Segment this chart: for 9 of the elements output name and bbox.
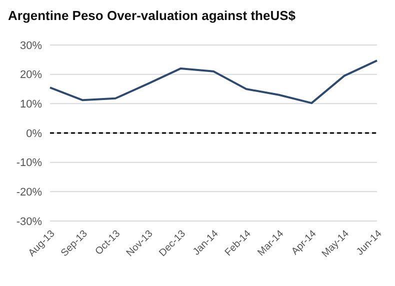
y-tick-label: 20% [20, 69, 42, 82]
line-series [49, 60, 378, 104]
y-tick-label: 30% [20, 40, 42, 52]
y-tick-label: -20% [16, 186, 42, 199]
chart-title: Argentine Peso Over-valuation against theUS$ [8, 8, 297, 23]
y-tick-label: 0% [26, 128, 42, 140]
y-tick-label: -30% [16, 216, 42, 228]
y-tick-label: -10% [16, 157, 42, 170]
y-tick-label: 10% [20, 98, 42, 111]
